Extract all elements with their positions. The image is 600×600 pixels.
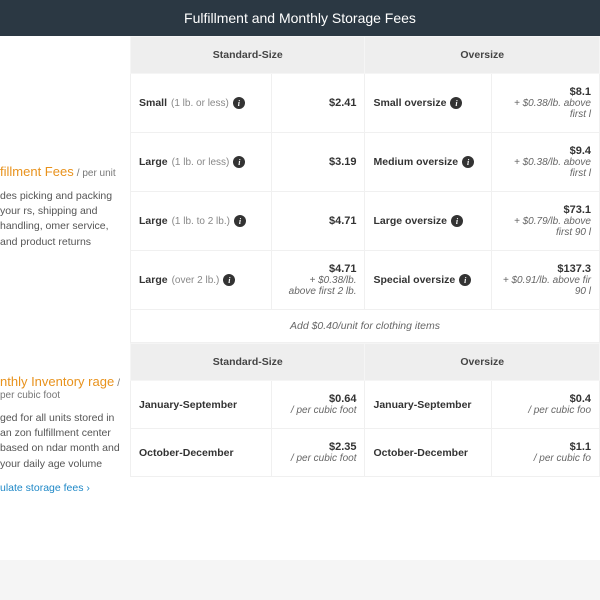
col-oversize: Oversize xyxy=(365,37,600,74)
size-label: Large oversize xyxy=(373,215,447,227)
table-row: Large (1 lb. to 2 lb.) i $4.71 Large ove… xyxy=(131,192,600,251)
table-row: October-December $2.35/ per cubic foot O… xyxy=(131,429,600,477)
info-icon[interactable]: i xyxy=(459,274,471,286)
table-row: Large (over 2 lb.) i $4.71 + $0.38/lb. a… xyxy=(131,251,600,310)
size-detail: (1 lb. or less) xyxy=(171,98,229,109)
page-title: Fulfillment and Monthly Storage Fees xyxy=(0,0,600,36)
size-detail: (1 lb. or less) xyxy=(172,157,230,168)
fulfillment-table: Standard-Size Oversize Small (1 lb. or l… xyxy=(130,36,600,343)
info-icon[interactable]: i xyxy=(451,215,463,227)
storage-table: Standard-Size Oversize January-September… xyxy=(130,343,600,477)
size-label: Large xyxy=(139,156,168,168)
price: $4.71 + $0.38/lb. above first 2 lb. xyxy=(271,251,365,310)
info-icon[interactable]: i xyxy=(450,97,462,109)
period-label: January-September xyxy=(139,399,237,411)
table-row: Large (1 lb. or less) i $3.19 Medium ove… xyxy=(131,133,600,192)
price: $1.1/ per cubic fo xyxy=(492,429,600,477)
info-icon[interactable]: i xyxy=(462,156,474,168)
period-label: October-December xyxy=(373,447,468,459)
size-detail: (1 lb. to 2 lb.) xyxy=(172,216,230,227)
fulfillment-section-info: fillment Fees / per unit des picking and… xyxy=(0,44,124,364)
size-label: Small xyxy=(139,97,167,109)
storage-section-info: nthly Inventory rage / per cubic foot ge… xyxy=(0,364,124,534)
price: $73.1 + $0.79/lb. above first 90 l xyxy=(492,192,600,251)
col-standard: Standard-Size xyxy=(131,37,365,74)
size-label: Large xyxy=(139,274,168,286)
price: $0.64/ per cubic foot xyxy=(271,381,365,429)
table-row: Small (1 lb. or less) i $2.41 Small over… xyxy=(131,74,600,133)
storage-title: nthly Inventory rage xyxy=(0,374,114,389)
price: $3.19 xyxy=(271,133,365,192)
fulfillment-subtitle: / per unit xyxy=(77,168,116,179)
col-oversize: Oversize xyxy=(365,344,600,381)
info-icon[interactable]: i xyxy=(233,97,245,109)
col-standard: Standard-Size xyxy=(131,344,365,381)
clothing-note: Add $0.40/unit for clothing items xyxy=(131,310,600,343)
size-label: Special oversize xyxy=(373,274,455,286)
fulfillment-desc: des picking and packing your rs, shippin… xyxy=(0,189,124,250)
size-detail: (over 2 lb.) xyxy=(172,275,220,286)
price: $9.4 + $0.38/lb. above first l xyxy=(492,133,600,192)
price: $2.41 xyxy=(271,74,365,133)
info-icon[interactable]: i xyxy=(234,215,246,227)
price: $2.35/ per cubic foot xyxy=(271,429,365,477)
calculate-fees-link[interactable]: ulate storage fees › xyxy=(0,482,90,494)
period-label: January-September xyxy=(373,399,471,411)
price: $137.3 + $0.91/lb. above fir 90 l xyxy=(492,251,600,310)
price: $0.4/ per cubic foo xyxy=(492,381,600,429)
period-label: October-December xyxy=(139,447,234,459)
info-icon[interactable]: i xyxy=(233,156,245,168)
price: $8.1 + $0.38/lb. above first l xyxy=(492,74,600,133)
size-label: Large xyxy=(139,215,168,227)
storage-desc: ged for all units stored in an zon fulfi… xyxy=(0,411,124,472)
info-icon[interactable]: i xyxy=(223,274,235,286)
fulfillment-title: fillment Fees xyxy=(0,164,74,179)
size-label: Small oversize xyxy=(373,97,446,109)
table-row: January-September $0.64/ per cubic foot … xyxy=(131,381,600,429)
price: $4.71 xyxy=(271,192,365,251)
size-label: Medium oversize xyxy=(373,156,458,168)
